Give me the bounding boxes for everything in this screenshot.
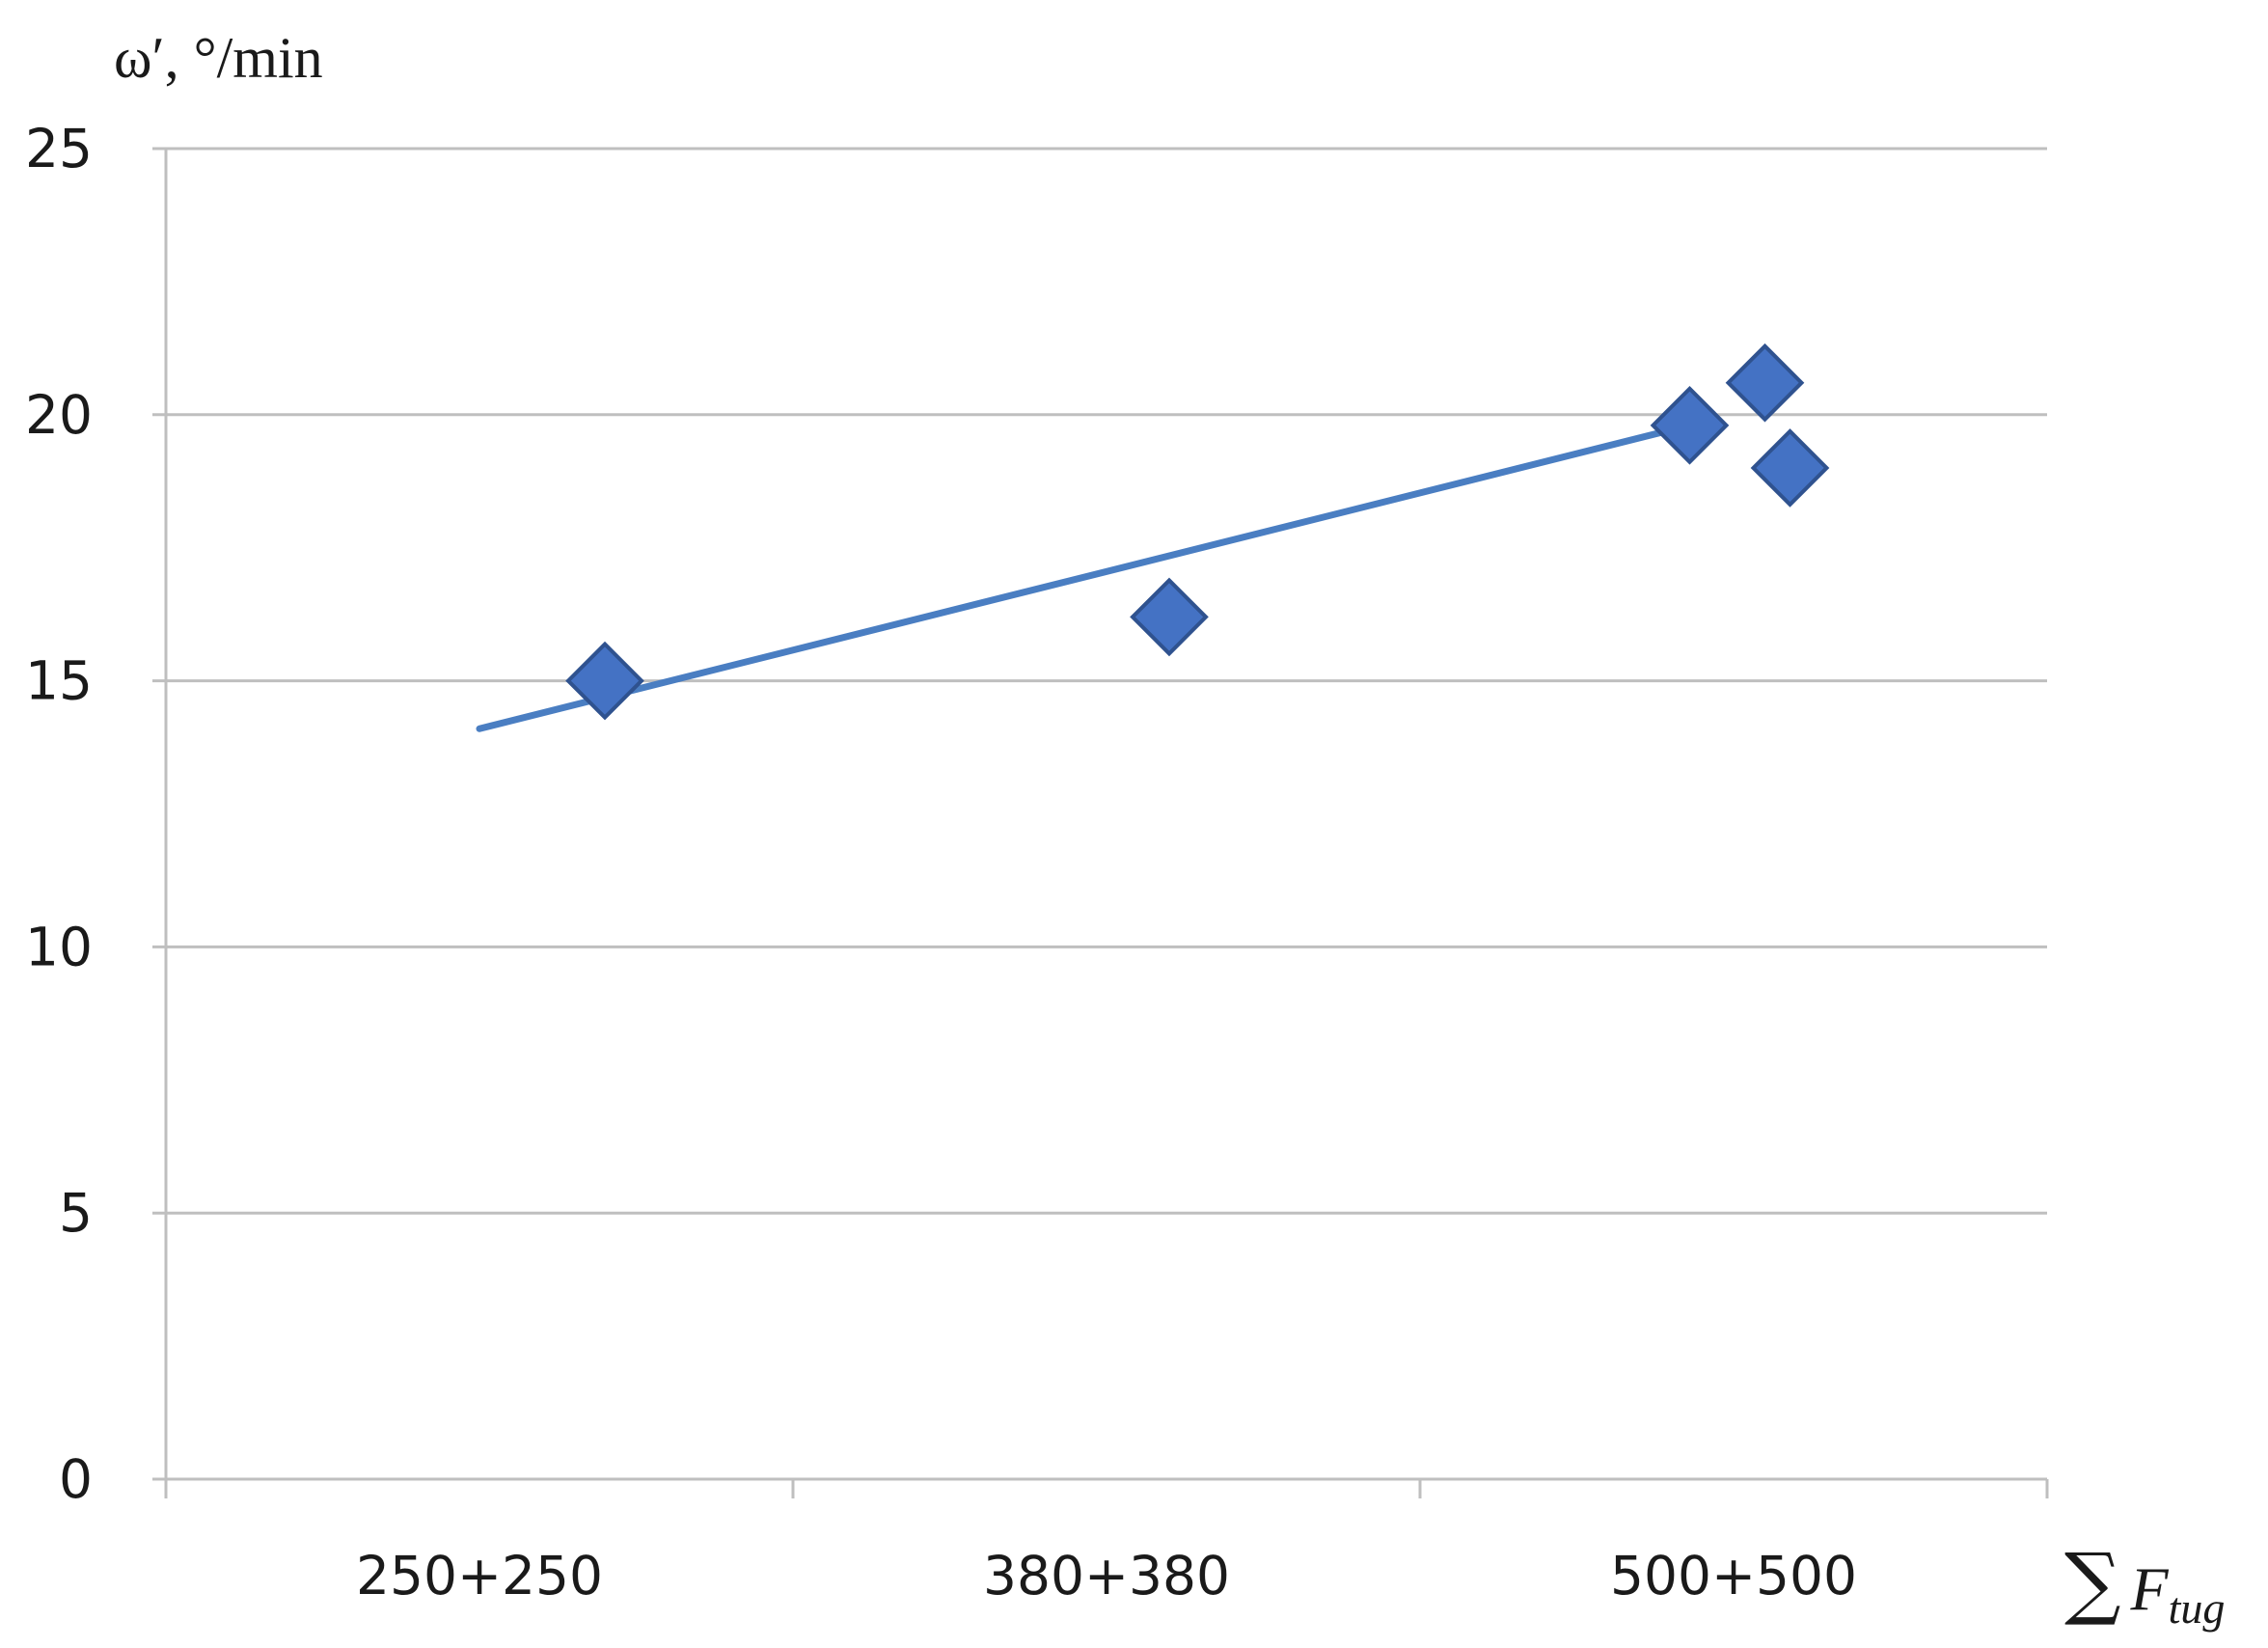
- data-point-4: [1725, 343, 1805, 423]
- y-tick-labels: 0 5 10 15 20 25: [25, 118, 93, 1510]
- trendline-group: [476, 422, 1693, 732]
- y-tick-label-25: 25: [25, 118, 93, 179]
- y-tick-label-5: 5: [59, 1182, 93, 1244]
- x-tick-labels: 250+250 380+380 500+500: [356, 1545, 1857, 1607]
- y-tick-label-15: 15: [25, 650, 93, 712]
- data-points: [565, 343, 1830, 721]
- y-tick-label-20: 20: [25, 384, 93, 446]
- gridlines: [152, 147, 2047, 1481]
- x-tick-label-1: 250+250: [356, 1545, 603, 1607]
- y-tick-label-0: 0: [59, 1448, 93, 1510]
- y-tick-label-10: 10: [25, 916, 93, 977]
- x-tick-label-3: 500+500: [1610, 1545, 1857, 1607]
- data-point-3: [1650, 386, 1730, 465]
- data-point-1: [565, 641, 644, 721]
- axes: [164, 149, 2049, 1498]
- trendline: [476, 422, 1693, 732]
- data-point-5: [1750, 428, 1830, 508]
- x-tick-label-2: 380+380: [983, 1545, 1230, 1607]
- data-point-2: [1130, 577, 1209, 657]
- x-axis-label: ∑ Ftug: [2064, 1537, 2225, 1633]
- y-axis-label: ω′, °/min: [114, 26, 323, 90]
